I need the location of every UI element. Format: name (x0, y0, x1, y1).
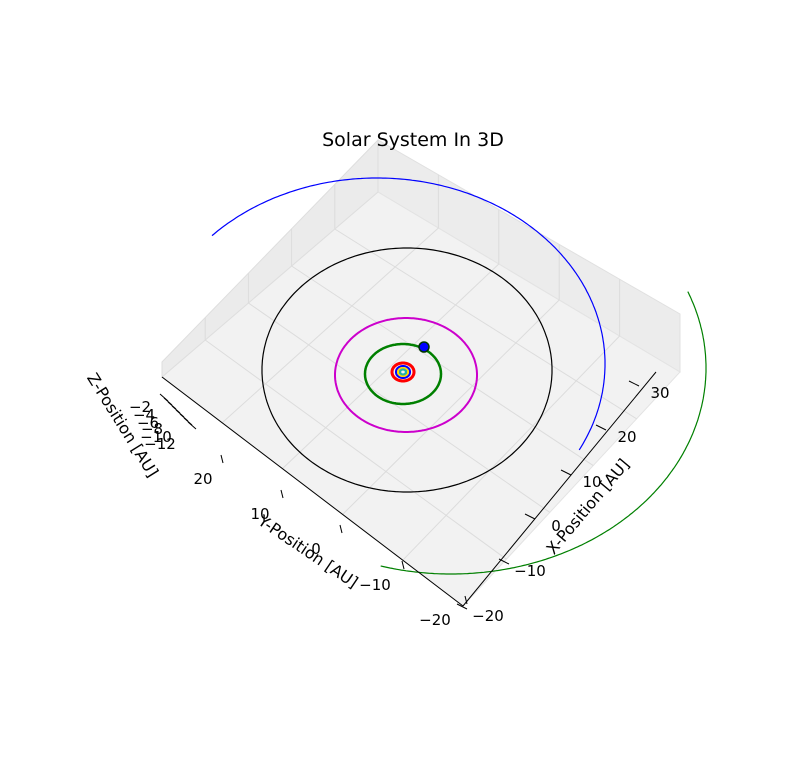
y-tick-mark (220, 454, 224, 464)
grid-line (291, 265, 594, 467)
grid-line (204, 339, 507, 560)
orbit-line (397, 367, 409, 377)
orbit-line (334, 317, 478, 433)
pane-back-left (161, 138, 379, 379)
y-axis-label: Y-Position [AU] (254, 511, 362, 592)
x-tick-mark (595, 424, 607, 431)
x-tick-mark (628, 380, 640, 387)
grid-line (282, 263, 500, 469)
y-tick-label: −20 (419, 611, 451, 629)
x-tick-label: 20 (617, 428, 636, 446)
x-tick-mark (456, 603, 468, 610)
z-tick-label: −12 (144, 435, 176, 453)
y-tick-label: −10 (359, 576, 391, 594)
grid-lines (204, 174, 637, 561)
x-tick-label: −20 (472, 607, 504, 625)
y-tick-label: 10 (250, 505, 269, 523)
axes-panes (161, 138, 681, 607)
orbit-line (395, 365, 411, 379)
x-tick-mark (498, 558, 510, 565)
y-tick-mark (464, 595, 468, 605)
y-tick-mark (339, 524, 343, 534)
orbit-line (211, 177, 606, 451)
z-tick-label: −4 (133, 406, 155, 424)
grid-line (248, 302, 551, 513)
z-tick-label: −8 (141, 420, 163, 438)
grid-line (402, 335, 620, 561)
z-tick-label: −2 (129, 398, 151, 416)
x-tick-label: −10 (514, 562, 546, 580)
orbit-line (380, 291, 707, 575)
x-tick-mark (524, 513, 536, 520)
chart-title: Solar System In 3D (322, 129, 504, 151)
orbit-line (261, 247, 553, 493)
x-tick-label: 10 (582, 473, 601, 491)
y-tick-mark (401, 560, 405, 570)
grid-line (221, 227, 439, 424)
grid-line (342, 299, 560, 515)
planet-markers (418, 341, 430, 353)
x-tick-label: 30 (650, 384, 669, 402)
x-tick-mark (560, 469, 572, 476)
z-tick-label: −10 (140, 428, 172, 446)
x-tick-label: 0 (551, 517, 561, 535)
planet-marker (418, 341, 430, 353)
orbit-series (211, 177, 707, 575)
y-tick-label: 20 (193, 470, 212, 488)
z-tick-mark (187, 421, 197, 430)
z-tick-label: −6 (137, 414, 159, 432)
y-tick-label: 0 (311, 540, 321, 558)
pane-floor (161, 191, 681, 607)
y-tick-mark (280, 489, 284, 499)
orbit-line (399, 368, 407, 376)
grid-line (334, 228, 637, 420)
orbit-line (390, 361, 416, 383)
